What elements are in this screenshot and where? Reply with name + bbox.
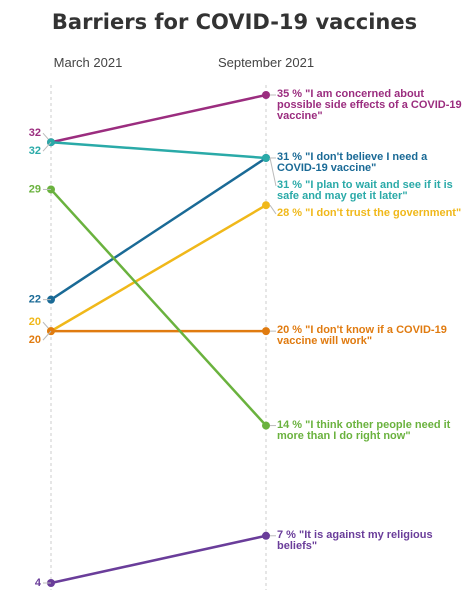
end-label: 31 % "I plan to wait and see if it is sa… <box>277 178 463 202</box>
point <box>262 201 270 210</box>
label-tick <box>42 141 52 152</box>
series-name: "I am concerned about possible side effe… <box>277 88 462 122</box>
slope-line <box>50 93 267 144</box>
column-label: September 2021 <box>217 55 315 70</box>
point <box>262 531 270 540</box>
label-connector <box>269 157 277 187</box>
point <box>262 421 270 430</box>
end-label: 14 % "I think other people need it more … <box>277 418 463 442</box>
slope-line <box>50 188 267 427</box>
series-name: "I don't trust the government" <box>305 206 462 219</box>
end-label: 7 % "It is against my religious beliefs" <box>277 528 463 552</box>
series-name: "I don't believe I need a COVID-19 vacci… <box>277 150 428 174</box>
start-label: 29 <box>29 183 41 195</box>
start-label: 4 <box>35 577 42 589</box>
series-name: "I think other people need it more than … <box>277 418 451 442</box>
series-name: "I plan to wait and see if it is safe an… <box>277 178 453 202</box>
value-label: 31 % <box>277 178 303 191</box>
value-label: 7 % <box>277 528 296 541</box>
label-tick <box>42 330 52 341</box>
start-label: 20 <box>29 334 41 346</box>
value-label: 28 % <box>277 206 303 219</box>
point <box>262 153 270 162</box>
end-label: 28 % "I don't trust the government" <box>277 206 463 219</box>
chart-title: Barriers for COVID-19 vaccines <box>51 10 418 34</box>
value-label: 35 % <box>277 88 303 100</box>
value-label: 31 % <box>277 150 303 163</box>
start-label: 32 <box>29 127 41 139</box>
column-label: March 2021 <box>53 55 123 70</box>
value-label: 20 % <box>277 324 303 337</box>
slope-line <box>50 534 267 585</box>
end-label: 35 % "I am concerned about possible side… <box>277 89 463 122</box>
start-label: 20 <box>29 316 41 328</box>
series-name: "It is against my religious beliefs" <box>277 528 433 552</box>
end-label: 31 % "I don't believe I need a COVID-19 … <box>277 150 463 174</box>
value-label: 14 % <box>277 418 303 431</box>
slope-line <box>50 204 267 333</box>
label-connector <box>269 204 277 215</box>
slope-line <box>50 156 267 301</box>
start-label: 32 <box>29 145 41 157</box>
series-name: "I don't know if a COVID-19 vaccine will… <box>277 324 447 348</box>
end-label: 20 % "I don't know if a COVID-19 vaccine… <box>277 325 463 347</box>
start-label: 22 <box>29 294 41 306</box>
slope-line <box>50 140 267 160</box>
point <box>262 327 270 336</box>
point <box>262 91 270 99</box>
